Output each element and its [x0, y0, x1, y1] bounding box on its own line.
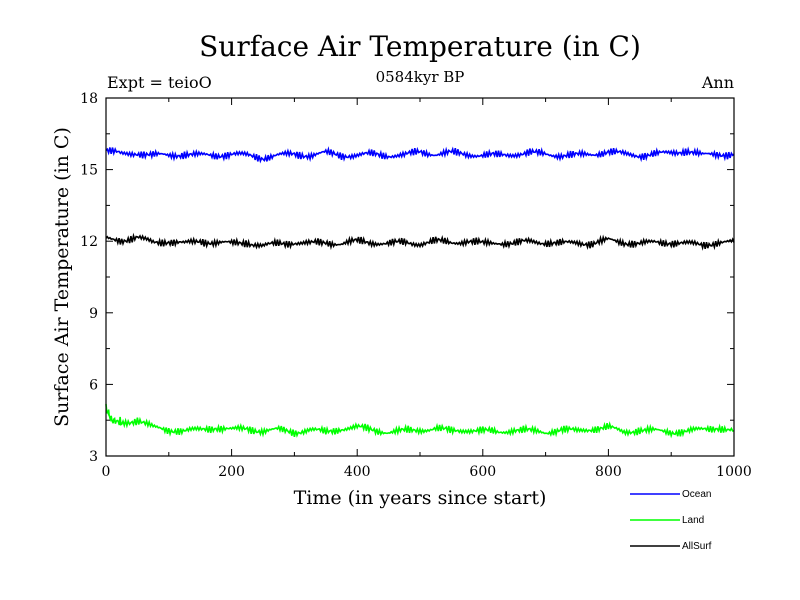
legend-label-ocean: Ocean — [682, 489, 711, 500]
y-tick-label: 12 — [80, 234, 98, 250]
legend: Ocean Land AllSurf — [630, 489, 712, 552]
chart-subtitle: 0584kyr BP — [376, 68, 465, 86]
x-tick-label: 600 — [469, 464, 496, 480]
series-line-ocean — [105, 146, 735, 164]
x-tick-label: 0 — [102, 464, 111, 480]
y-tick-label: 15 — [80, 163, 98, 179]
experiment-label: Expt = teioO — [107, 73, 212, 92]
chart-title: Surface Air Temperature (in C) — [199, 30, 641, 63]
axis-ticks-group: 0 200 400 600 800 1000 3 6 9 12 15 18 — [80, 91, 752, 480]
x-tick-label: 800 — [595, 464, 622, 480]
season-label: Ann — [701, 73, 734, 92]
x-tick-label: 400 — [344, 464, 371, 480]
legend-label-allsurf: AllSurf — [682, 541, 712, 552]
legend-label-land: Land — [682, 515, 704, 526]
plot-series-group — [105, 146, 735, 439]
y-tick-label: 3 — [89, 449, 98, 465]
y-axis-label: Surface Air Temperature (in C) — [51, 127, 73, 427]
x-tick-label: 200 — [218, 464, 245, 480]
x-axis-label: Time (in years since start) — [294, 487, 547, 509]
series-line-land — [105, 403, 734, 439]
y-tick-label: 18 — [80, 91, 98, 107]
y-tick-label: 6 — [89, 377, 98, 393]
x-tick-label: 1000 — [716, 464, 752, 480]
series-line-allsurf — [105, 232, 735, 251]
y-tick-label: 9 — [89, 306, 98, 322]
